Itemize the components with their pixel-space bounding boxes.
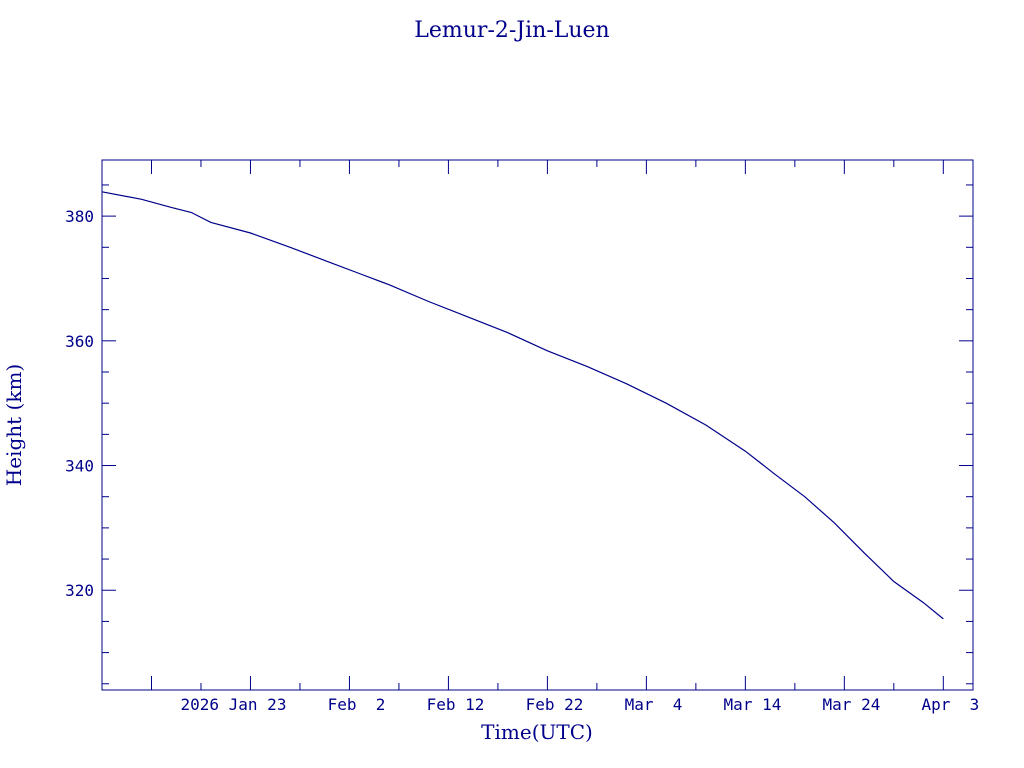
plot-frame [101,159,974,691]
x-tick-label: Mar 4 [625,695,683,714]
x-tick-label: Apr 3 [922,695,980,714]
x-tick-label: Feb 22 [526,695,584,714]
x-tick-label: Mar 14 [724,695,782,714]
y-tick-label: 320 [65,581,94,600]
chart-title: Lemur-2-Jin-Luen [414,18,609,43]
x-tick-label: Feb 12 [427,695,485,714]
y-tick-label: 360 [65,332,94,351]
x-tick-label: Feb 2 [328,695,386,714]
x-tick-label: Mar 24 [823,695,881,714]
series-layer [101,191,944,620]
x-axis-label: Time(UTC) [481,720,593,744]
x-tick-label: 2026 Jan 23 [180,695,286,714]
height-series-line [101,191,944,620]
x-axis-ticks: 2026 Jan 23 Feb 2 Feb 12 Feb 22 Mar 4 Mar 14 M… [101,160,980,714]
y-axis-label: Height (km) [2,364,26,486]
y-axis-ticks: 320 340 360 380 [65,184,973,685]
y-tick-label: 340 [65,457,94,476]
y-tick-label: 380 [65,207,94,226]
